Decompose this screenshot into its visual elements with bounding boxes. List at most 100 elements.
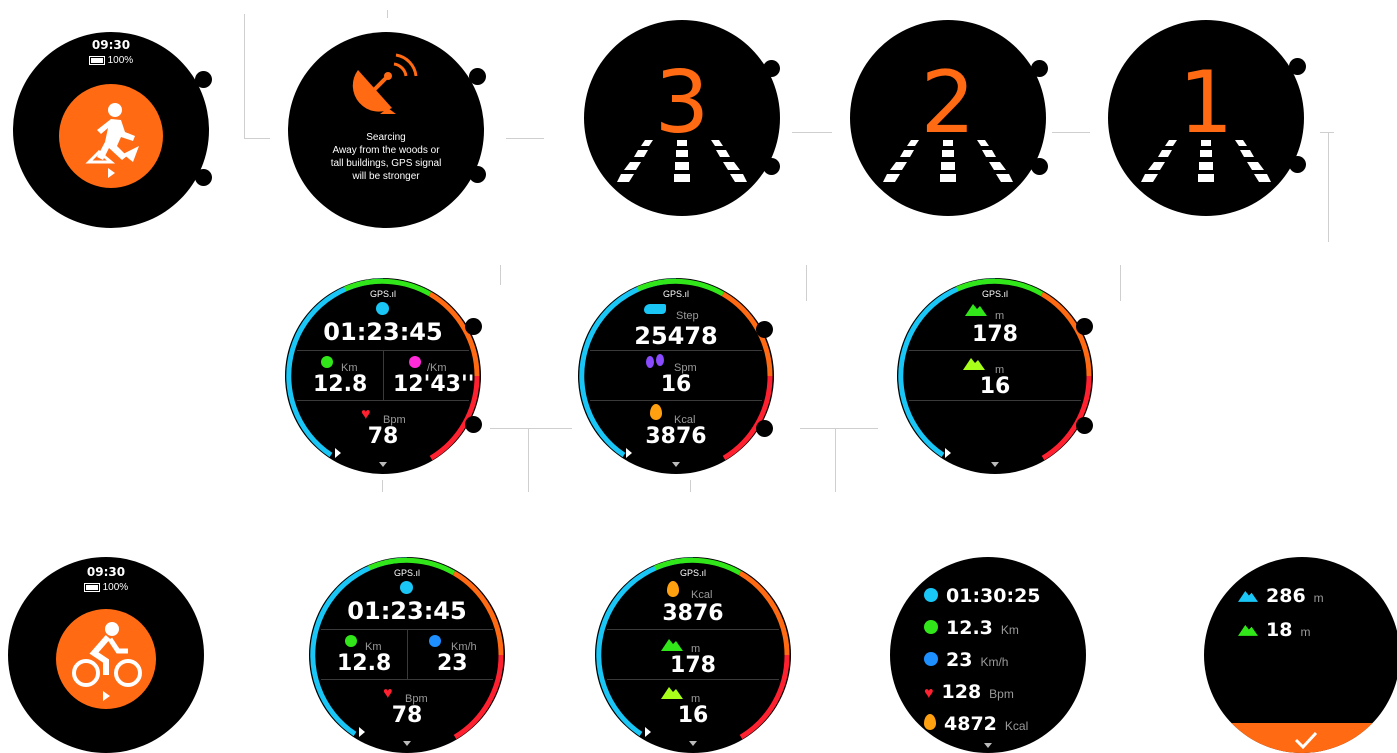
side-button-top[interactable]: [469, 68, 486, 85]
location-pin-icon: [924, 620, 938, 634]
clock-icon: [400, 581, 413, 594]
bpm-value: 78: [367, 424, 399, 449]
footprints-icon: [646, 356, 654, 368]
mountain-down-icon: [1238, 624, 1258, 636]
side-button-top[interactable]: [763, 60, 780, 77]
side-button-bottom[interactable]: [756, 420, 773, 437]
mountain-down-icon: [661, 687, 683, 699]
distance-value: 12.8: [337, 651, 392, 676]
side-button-top[interactable]: [1289, 58, 1306, 75]
pace-icon: [409, 356, 421, 368]
connector: [1328, 132, 1329, 242]
run-data-screen-2: GPS.ıl Step 25478 Spm 16 Kcal 3876: [578, 278, 774, 474]
ride-elapsed-time: 01:23:45: [347, 597, 467, 625]
run-start-button[interactable]: [59, 84, 163, 188]
flame-icon: [650, 404, 662, 420]
kcal-unit: Kcal: [691, 589, 713, 601]
flame-icon: [924, 714, 936, 730]
mountain-up-icon: [965, 304, 987, 316]
summary-descent: 18: [1266, 619, 1293, 641]
bpm-value: 78: [391, 703, 423, 728]
heart-icon: ♥: [361, 406, 371, 423]
gps-signal: GPS.ıl: [393, 568, 420, 578]
run-data-screen-1: GPS.ıl 01:23:45 Km 12.8 /Km 12'43'' ♥ Bp…: [285, 278, 481, 474]
scroll-down-icon: [672, 462, 680, 467]
battery-icon: [88, 55, 105, 65]
kcal-unit: Kcal: [674, 414, 696, 426]
connector: [690, 480, 691, 492]
side-button-bottom[interactable]: [1076, 417, 1093, 434]
run-elapsed-time: 01:23:45: [323, 318, 443, 346]
cycling-icon: [72, 622, 142, 687]
summary-time-row: 01:30:25: [924, 585, 1041, 607]
side-button-bottom[interactable]: [465, 416, 482, 433]
progress-ring: [596, 557, 790, 740]
clock-icon: [924, 588, 938, 602]
footprints-icon-2: [656, 354, 664, 366]
connector: [1320, 132, 1334, 133]
run-data-screen-3: GPS.ıl m 178 m 16: [897, 278, 1093, 474]
battery-icon: [83, 582, 100, 592]
scroll-down-icon: [689, 741, 697, 746]
speed-icon: [924, 652, 938, 666]
summary-kcal-row: 4872 Kcal: [924, 713, 1028, 735]
summary-descent-row: 18 m: [1238, 619, 1310, 641]
clock-time: 09:30: [91, 38, 131, 52]
summary-time: 01:30:25: [946, 585, 1041, 607]
checkmark-icon: [1294, 731, 1318, 749]
countdown-watch-1: 1: [1108, 20, 1304, 216]
clock-time: 09:30: [86, 565, 126, 579]
progress-ring: [310, 557, 504, 740]
running-icon: [85, 103, 139, 164]
gps-signal: GPS.ıl: [662, 289, 689, 299]
searching-title: Searcing: [366, 132, 406, 143]
play-icon: [359, 727, 365, 737]
step-value: 25478: [634, 322, 718, 350]
side-button-bottom[interactable]: [195, 169, 212, 186]
countdown-watch-2: 2: [850, 20, 1046, 216]
connector: [835, 428, 836, 492]
bike-data-screen-2: GPS.ıl Kcal 3876 m 178 m 16: [595, 557, 791, 753]
side-button-top[interactable]: [1076, 318, 1093, 335]
pace-unit: /Km: [427, 362, 447, 374]
satellite-dish-icon: [352, 53, 418, 114]
confirm-button[interactable]: [1204, 723, 1397, 753]
side-button-top[interactable]: [195, 71, 212, 88]
bike-start-button[interactable]: [56, 609, 156, 709]
mountain-down-icon: [963, 358, 985, 370]
ascent-value: 178: [972, 322, 1018, 347]
summary-ascent: 286: [1266, 585, 1306, 607]
descent-value: 16: [979, 374, 1011, 399]
connector: [528, 428, 529, 492]
track-lanes-icon: [617, 140, 747, 182]
connector: [387, 10, 388, 18]
ascent-unit: m: [691, 643, 701, 655]
descent-unit: m: [995, 364, 1005, 376]
battery-status: 100%: [8, 582, 204, 593]
connector: [1120, 265, 1121, 301]
countdown-number: 2: [920, 53, 976, 153]
ascent-value: 178: [670, 653, 716, 678]
searching-hint-3: will be stronger: [352, 171, 420, 182]
bike-start-watch: 09:30 100%: [8, 557, 204, 753]
countdown-number: 1: [1178, 53, 1234, 153]
scroll-down-icon: [984, 743, 992, 748]
location-pin-icon: [321, 356, 333, 368]
distance-value: 12.8: [313, 372, 368, 397]
side-button-top[interactable]: [1031, 60, 1048, 77]
speed-unit: Km/h: [451, 641, 477, 653]
side-button-bottom[interactable]: [1031, 158, 1048, 175]
gps-searching-watch: Searcing Away from the woods or tall bui…: [288, 32, 484, 228]
summary-bpm: 128: [941, 681, 982, 703]
spm-value: 16: [660, 372, 692, 397]
side-button-bottom[interactable]: [763, 158, 780, 175]
battery-status: 100%: [13, 55, 209, 66]
connector: [500, 265, 501, 285]
side-button-bottom[interactable]: [1289, 156, 1306, 173]
kcal-value: 3876: [645, 424, 707, 449]
searching-hint-1: Away from the woods or: [332, 145, 440, 156]
side-button-top[interactable]: [756, 321, 773, 338]
side-button-top[interactable]: [465, 318, 482, 335]
connector: [244, 14, 245, 138]
side-button-bottom[interactable]: [469, 166, 486, 183]
